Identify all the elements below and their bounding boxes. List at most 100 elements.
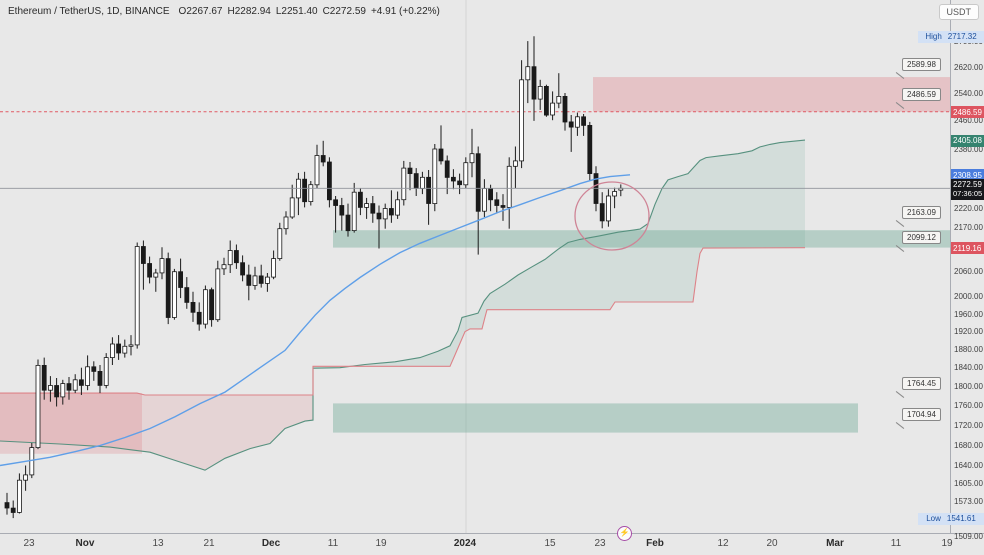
candle-up xyxy=(351,191,357,231)
demand-zone-low[interactable] xyxy=(333,403,858,433)
time-label: Nov xyxy=(75,538,95,549)
candle-up xyxy=(308,184,314,202)
candle-down xyxy=(587,125,593,175)
candle-down xyxy=(413,173,419,189)
candle-down xyxy=(240,262,246,276)
countdown-timer: 07:36:05 xyxy=(953,189,983,199)
candle-up xyxy=(277,228,283,259)
currency-toggle-button[interactable]: USDT xyxy=(938,4,979,20)
candle-down xyxy=(444,160,450,178)
old-supply-zone-left[interactable] xyxy=(0,393,142,454)
candle-up xyxy=(612,191,617,197)
price-tick: 1880.00 xyxy=(954,345,983,354)
axis-badge-resistance-line: 2486.59 xyxy=(951,106,984,119)
candle-down xyxy=(500,205,506,208)
candle-up xyxy=(556,96,562,104)
candle-down xyxy=(165,258,171,318)
price-callout[interactable]: 2486.59 xyxy=(902,88,941,101)
candle-down xyxy=(91,366,97,372)
price-tick: 1720.00 xyxy=(954,420,983,430)
legend-low: L2251.40 xyxy=(275,6,318,17)
candle-up xyxy=(432,148,438,204)
price-chart-svg[interactable] xyxy=(0,0,950,533)
candle-down xyxy=(357,191,363,208)
time-label: Dec xyxy=(261,538,281,549)
candle-up xyxy=(401,167,407,201)
flash-icon[interactable]: ⚡ xyxy=(617,526,632,541)
price-tick: 1509.00 xyxy=(954,531,983,541)
price-tick: 1840.00 xyxy=(954,363,983,373)
candle-up xyxy=(264,276,270,284)
time-label: 21 xyxy=(203,538,215,549)
ellipse-annotation[interactable] xyxy=(574,181,650,251)
price-callout[interactable]: 2099.12 xyxy=(902,231,941,244)
low-marker: Low 1541.61 xyxy=(918,512,984,525)
candle-down xyxy=(388,208,394,216)
candle-up xyxy=(215,268,221,321)
candle-down xyxy=(326,161,332,201)
candle-down xyxy=(438,148,444,162)
time-label: 23 xyxy=(594,538,606,549)
candle-up xyxy=(606,195,611,222)
candle-down xyxy=(407,167,413,175)
price-axis[interactable]: 2700.002620.002540.002460.002380.002220.… xyxy=(918,0,984,541)
candle-down xyxy=(457,180,463,186)
candle-down xyxy=(66,383,72,391)
price-tick: 1605.00 xyxy=(954,479,983,489)
candle-down xyxy=(10,507,16,513)
candle-up xyxy=(85,366,90,386)
candle-down xyxy=(302,178,308,203)
low-marker-label: Low xyxy=(926,514,941,524)
time-label: 23 xyxy=(23,538,35,549)
candle-up xyxy=(221,264,227,270)
candle-up xyxy=(419,176,425,189)
candle-up xyxy=(202,289,208,325)
price-callout[interactable]: 2589.98 xyxy=(902,58,941,71)
axis-badge-last-price: 2272.59 07:36:05 xyxy=(951,178,984,200)
price-callout[interactable]: 1764.45 xyxy=(902,377,941,390)
chart-canvas[interactable] xyxy=(0,0,950,533)
price-tick: 2060.00 xyxy=(954,267,983,277)
price-tick: 2460.00 xyxy=(954,116,983,126)
time-label: 13 xyxy=(152,538,164,549)
candle-up xyxy=(463,162,469,186)
price-tick: 1760.00 xyxy=(954,401,983,410)
candle-down xyxy=(184,287,190,303)
candle-up xyxy=(519,79,524,162)
candle-down xyxy=(450,176,456,182)
senkou-a-line xyxy=(0,139,806,471)
time-label: 15 xyxy=(544,538,556,549)
candle-down xyxy=(562,96,568,123)
candle-down xyxy=(140,246,146,264)
price-tick: 2220.00 xyxy=(954,203,983,213)
candle-up xyxy=(575,116,580,128)
candle-up xyxy=(550,102,555,116)
time-label: 12 xyxy=(717,538,729,549)
price-callout[interactable]: 2163.09 xyxy=(902,206,941,219)
candle-down xyxy=(79,379,84,386)
price-tick: 1640.00 xyxy=(954,461,983,470)
price-tick: 1960.00 xyxy=(954,309,983,319)
candle-down xyxy=(116,343,121,354)
time-label: Mar xyxy=(826,538,844,549)
candle-up xyxy=(289,197,295,218)
candle-down xyxy=(4,502,10,509)
time-label: 11 xyxy=(327,538,339,549)
legend-open: O2267.67 xyxy=(178,6,223,17)
candle-up xyxy=(395,199,401,216)
price-callout[interactable]: 1704.94 xyxy=(902,408,941,421)
candle-down xyxy=(475,153,481,212)
candle-down xyxy=(426,176,432,204)
time-label: 11 xyxy=(890,538,902,549)
candle-up xyxy=(171,271,177,318)
price-tick: 2000.00 xyxy=(954,292,983,302)
candle-up xyxy=(72,379,78,391)
symbol-title[interactable]: Ethereum / TetherUS, 1D, BINANCE xyxy=(8,6,170,17)
demand-zone-mid[interactable] xyxy=(333,230,950,248)
time-axis[interactable]: 23 Nov 13 21 Dec 11 19 2024 15 23 Feb 12 20 Mar 11 19 xyxy=(0,533,984,555)
axis-badge-cloud-bottom: 2119.16 xyxy=(951,242,984,255)
high-marker-value: 2717.32 xyxy=(947,32,977,42)
candle-up xyxy=(29,447,35,476)
supply-zone-top[interactable] xyxy=(593,77,950,112)
